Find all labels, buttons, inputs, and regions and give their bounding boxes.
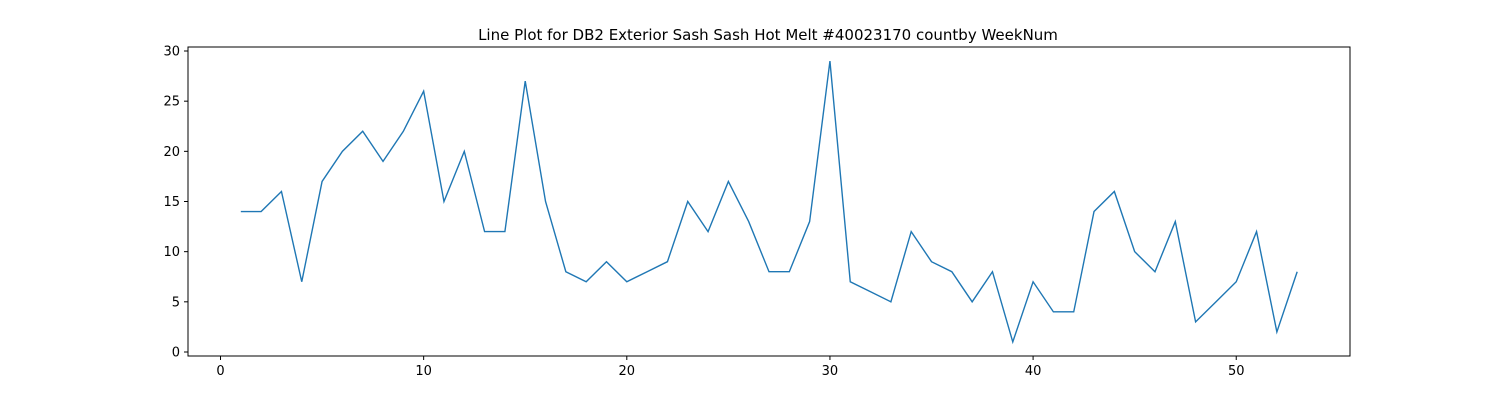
- x-tick-label: 50: [1228, 364, 1245, 379]
- x-tick-label: 20: [619, 364, 636, 379]
- series-line: [240, 60, 1298, 345]
- y-tick-label: 25: [163, 95, 180, 110]
- y-tick-label: 30: [163, 45, 180, 60]
- y-tick-label: 5: [172, 295, 180, 310]
- x-axis: 0 10 20 30 40 50: [216, 356, 1245, 379]
- x-tick-label: 10: [415, 364, 432, 379]
- plot-area-frame: [187, 46, 1351, 357]
- y-tick-label: 10: [163, 245, 180, 260]
- y-tick-label: 15: [163, 195, 180, 210]
- x-tick-label: 40: [1025, 364, 1042, 379]
- y-tick-label: 20: [163, 145, 180, 160]
- chart-title: Line Plot for DB2 Exterior Sash Sash Hot…: [478, 26, 1058, 44]
- x-tick-label: 30: [822, 364, 839, 379]
- y-tick-label: 0: [172, 345, 180, 360]
- y-axis: 0 5 10 15 20 25 30: [163, 45, 188, 360]
- x-tick-label: 0: [216, 364, 224, 379]
